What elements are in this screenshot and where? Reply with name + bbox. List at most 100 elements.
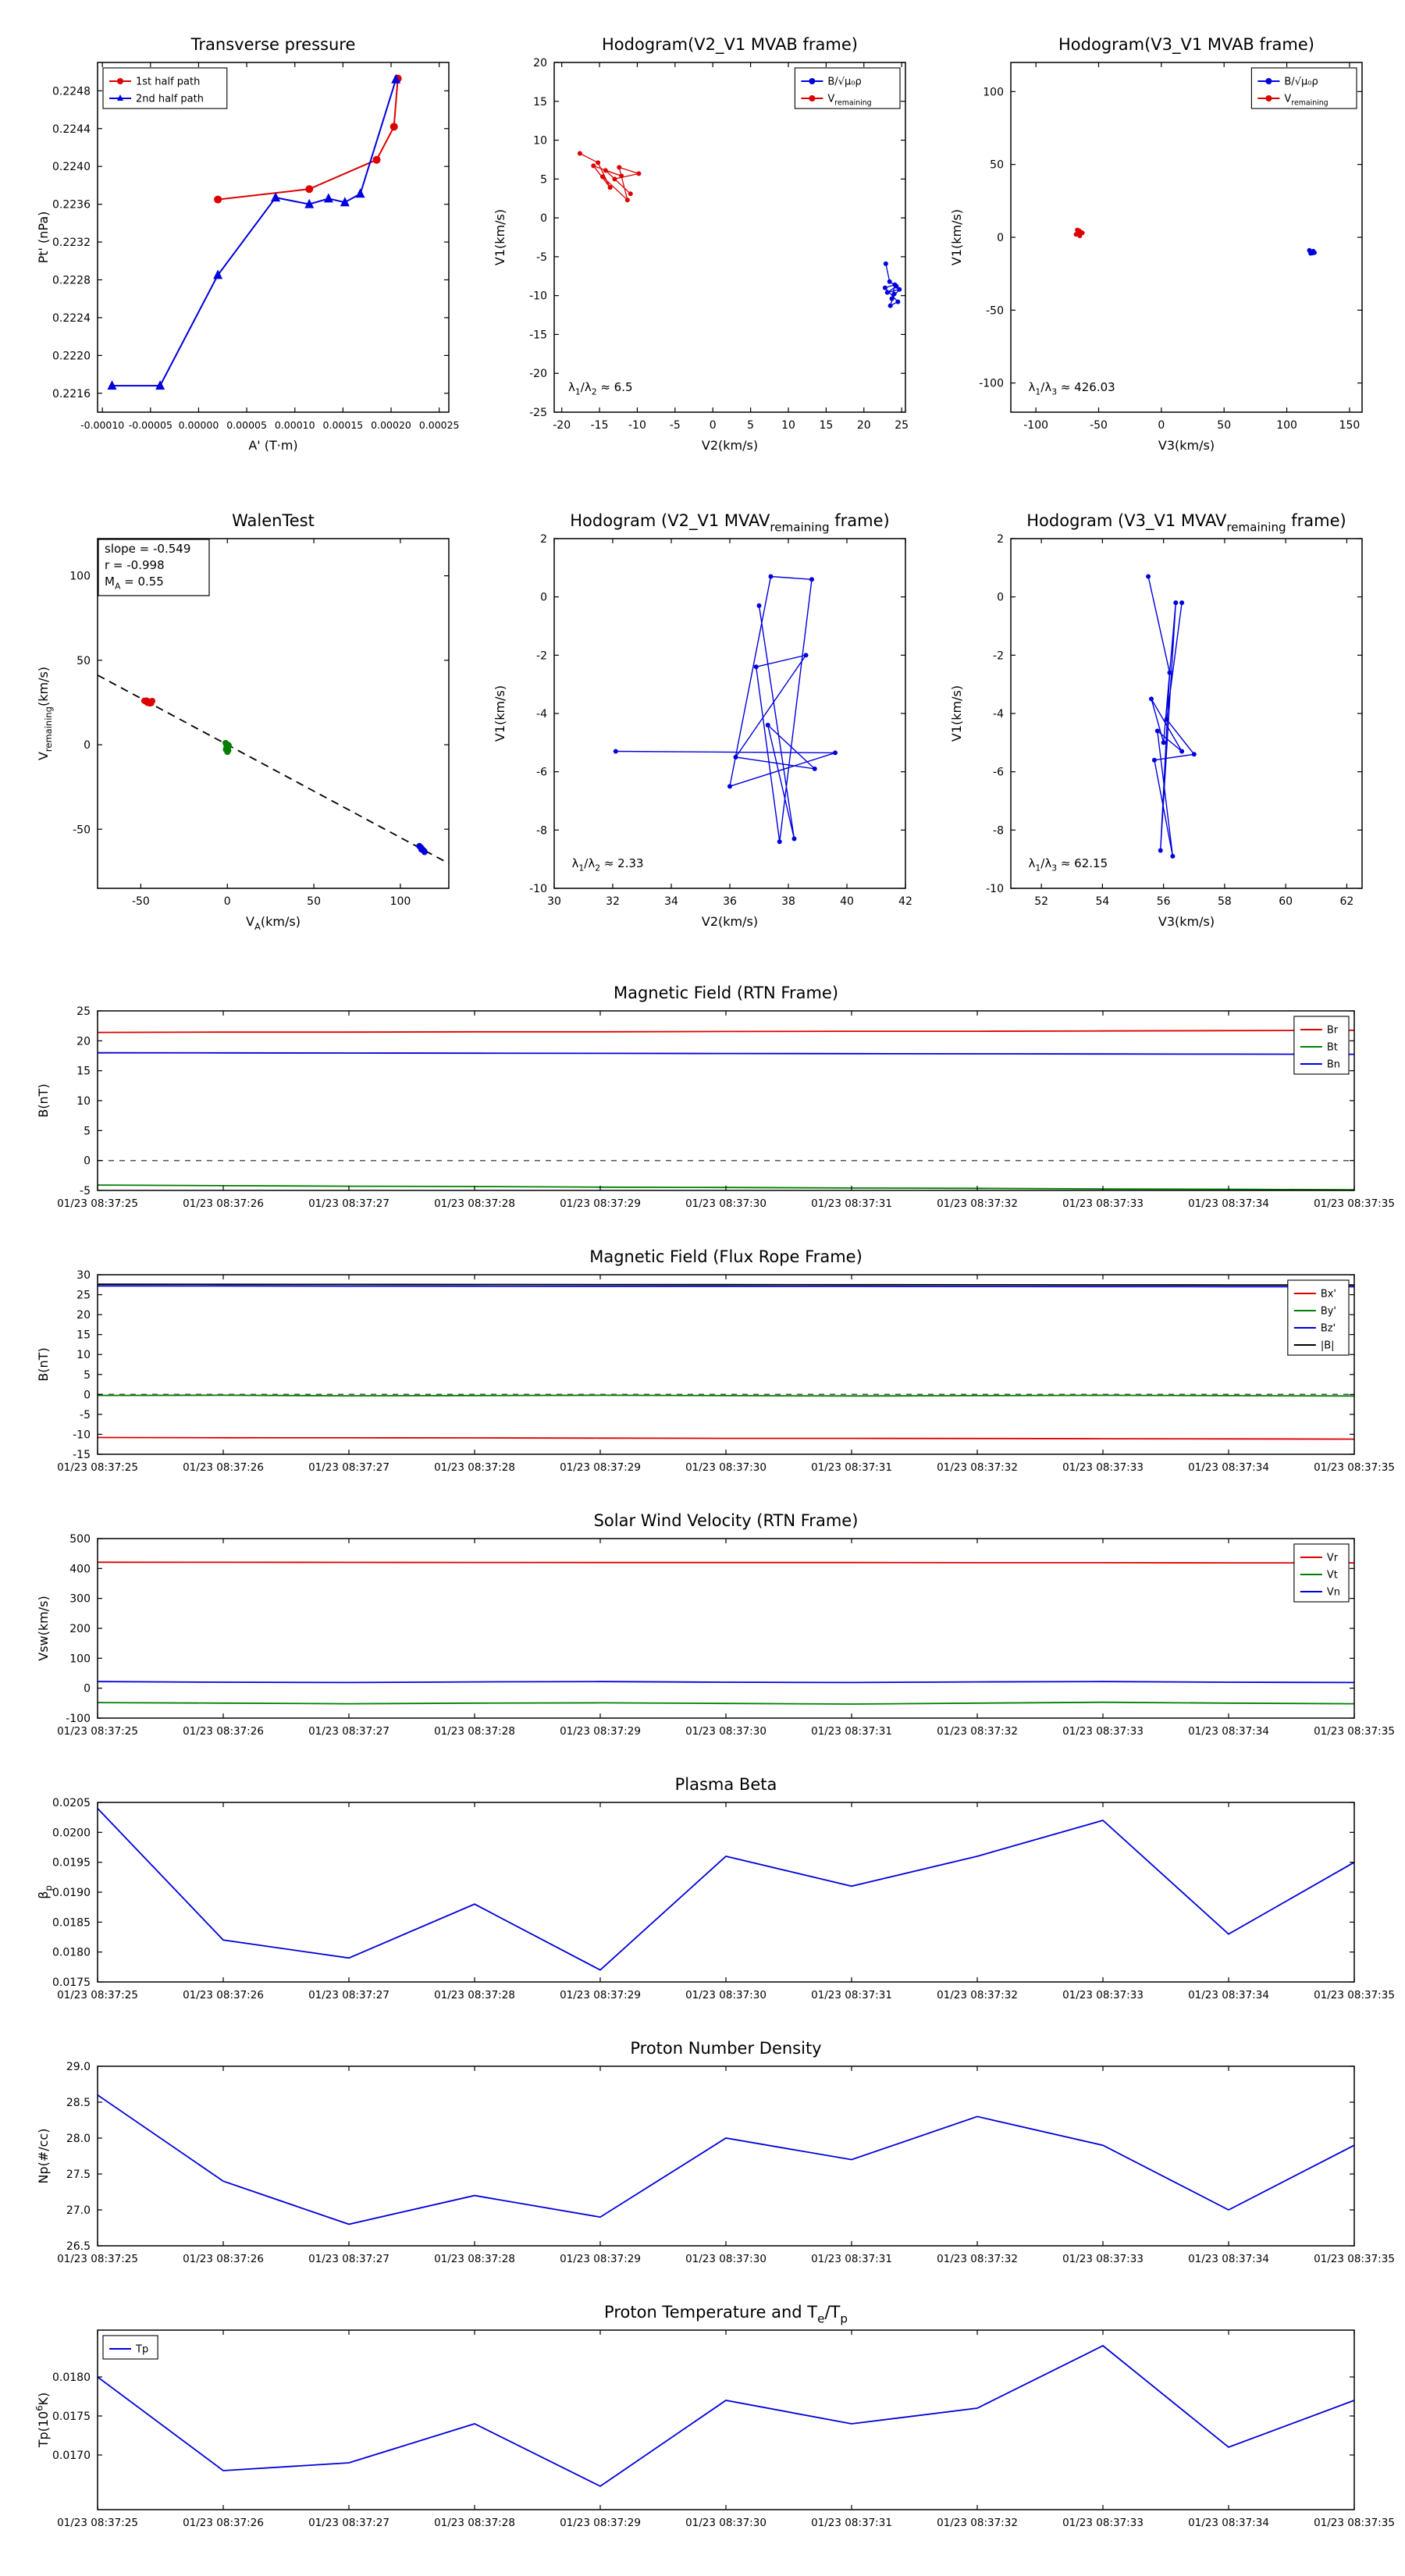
plasma-beta-svg: 01/23 08:37:25 01/23 08:37:26 01/23 08:37:… bbox=[36, 1775, 1395, 2001]
svg-text:28.0: 28.0 bbox=[66, 2133, 91, 2145]
svg-text:-5: -5 bbox=[670, 419, 681, 432]
hodogram-v2v1-mvav-series-group bbox=[613, 574, 838, 845]
svg-text:01/23 08:37:27: 01/23 08:37:27 bbox=[308, 2517, 389, 2529]
hodogram-v2v1-mvab-series-group bbox=[577, 151, 902, 308]
svg-text:-50: -50 bbox=[73, 824, 91, 836]
svg-text:01/23 08:37:35: 01/23 08:37:35 bbox=[1314, 1725, 1395, 1738]
proton-number-density-series-group bbox=[98, 2094, 1354, 2226]
svg-text:01/23 08:37:35: 01/23 08:37:35 bbox=[1314, 1461, 1395, 1474]
svg-text:Vremaining(km/s): Vremaining(km/s) bbox=[36, 667, 54, 760]
plot-hodogram-v2v1-mvab: -20 -15 -10 -5 0 5 10 15 20 25 -25 -20 -15 -10 -5 0 5 10 1… bbox=[476, 9, 929, 478]
hodogram-v3v1-mvab-legend: B/√μ₀ρ Vremaining bbox=[1250, 67, 1357, 109]
svg-text:01/23 08:37:27: 01/23 08:37:27 bbox=[308, 1461, 389, 1474]
svg-text:VA(km/s): VA(km/s) bbox=[246, 914, 301, 932]
axes-frame bbox=[553, 538, 906, 889]
svg-text:2: 2 bbox=[997, 533, 1004, 546]
svg-text:Transverse pressure: Transverse pressure bbox=[190, 35, 356, 54]
svg-text:2: 2 bbox=[540, 533, 547, 546]
svg-text:50: 50 bbox=[990, 159, 1004, 172]
axes-frame bbox=[97, 2329, 1355, 2510]
svg-text:-6: -6 bbox=[536, 767, 547, 779]
svg-text:25: 25 bbox=[76, 1290, 91, 1302]
svg-text:25: 25 bbox=[76, 1005, 91, 1018]
svg-text:|B|: |B| bbox=[1321, 1340, 1335, 1352]
svg-text:01/23 08:37:25: 01/23 08:37:25 bbox=[57, 1197, 138, 1210]
svg-text:01/23 08:37:28: 01/23 08:37:28 bbox=[434, 2517, 515, 2529]
svg-text:01/23 08:37:32: 01/23 08:37:32 bbox=[937, 1725, 1018, 1738]
axes-frame bbox=[97, 1010, 1355, 1191]
svg-text:0.0195: 0.0195 bbox=[52, 1857, 91, 1870]
svg-text:01/23 08:37:26: 01/23 08:37:26 bbox=[183, 1989, 264, 2001]
svg-text:01/23 08:37:30: 01/23 08:37:30 bbox=[685, 1197, 767, 1210]
svg-text:01/23 08:37:29: 01/23 08:37:29 bbox=[560, 1725, 641, 1738]
svg-text:01/23 08:37:32: 01/23 08:37:32 bbox=[937, 1989, 1018, 2001]
svg-text:20: 20 bbox=[857, 419, 871, 432]
svg-text:λ1/λ2 ≈ 2.33: λ1/λ2 ≈ 2.33 bbox=[572, 856, 644, 873]
svg-text:Hodogram (V3_V1 MVAVremaining: Hodogram (V3_V1 MVAVremaining frame) bbox=[1026, 511, 1346, 534]
svg-text:01/23 08:37:35: 01/23 08:37:35 bbox=[1314, 2253, 1395, 2265]
svg-text:βp: βp bbox=[36, 1885, 54, 1899]
svg-text:0.0190: 0.0190 bbox=[52, 1887, 91, 1899]
magnetic-flux-rope-series-group bbox=[98, 1283, 1354, 1440]
stats-box bbox=[98, 539, 210, 596]
svg-text:27.0: 27.0 bbox=[66, 2204, 91, 2217]
svg-text:λ1/λ3 ≈ 62.15: λ1/λ3 ≈ 62.15 bbox=[1029, 856, 1108, 873]
svg-text:01/23 08:37:29: 01/23 08:37:29 bbox=[560, 1197, 641, 1210]
svg-text:-5: -5 bbox=[80, 1409, 91, 1421]
svg-text:01/23 08:37:25: 01/23 08:37:25 bbox=[57, 1725, 138, 1738]
svg-text:01/23 08:37:32: 01/23 08:37:32 bbox=[937, 1461, 1018, 1474]
svg-text:01/23 08:37:34: 01/23 08:37:34 bbox=[1188, 2253, 1269, 2265]
svg-text:01/23 08:37:25: 01/23 08:37:25 bbox=[57, 2517, 138, 2529]
svg-text:0.00025: 0.00025 bbox=[419, 419, 460, 431]
axes-frame bbox=[1010, 538, 1363, 889]
svg-text:Magnetic Field (Flux Rope Fram: Magnetic Field (Flux Rope Frame) bbox=[589, 1247, 863, 1266]
svg-text:01/23 08:37:34: 01/23 08:37:34 bbox=[1188, 1461, 1269, 1474]
plasma-beta-series-group bbox=[98, 1808, 1354, 1971]
svg-text:-100: -100 bbox=[1023, 419, 1048, 432]
svg-text:Proton Number Density: Proton Number Density bbox=[630, 2039, 821, 2058]
svg-text:54: 54 bbox=[1095, 895, 1109, 908]
svg-text:100: 100 bbox=[390, 895, 411, 908]
plot-hodogram-v3v1-mvab: -100 -50 0 50 100 150 -100 -50 0 50 100 Hodogram(V3… bbox=[933, 9, 1385, 478]
svg-text:58: 58 bbox=[1218, 895, 1232, 908]
svg-text:Plasma Beta: Plasma Beta bbox=[675, 1775, 777, 1794]
svg-text:λ1/λ3 ≈ 426.03: λ1/λ3 ≈ 426.03 bbox=[1029, 380, 1115, 397]
svg-text:38: 38 bbox=[781, 895, 795, 908]
svg-text:01/23 08:37:27: 01/23 08:37:27 bbox=[308, 1989, 389, 2001]
svg-text:01/23 08:37:33: 01/23 08:37:33 bbox=[1062, 2517, 1144, 2529]
svg-text:15: 15 bbox=[533, 96, 547, 109]
svg-text:50: 50 bbox=[1217, 419, 1231, 432]
svg-text:V2(km/s): V2(km/s) bbox=[702, 438, 758, 453]
axes-frame bbox=[97, 1274, 1355, 1455]
svg-text:01/23 08:37:27: 01/23 08:37:27 bbox=[308, 1197, 389, 1210]
svg-text:Vsw(km/s): Vsw(km/s) bbox=[36, 1596, 51, 1660]
svg-text:Vn: Vn bbox=[1327, 1587, 1340, 1599]
plot-magnetic-rtn: 01/23 08:37:25 01/23 08:37:26 01/23 08:37:… bbox=[16, 976, 1401, 1233]
svg-text:300: 300 bbox=[69, 1593, 91, 1606]
svg-text:V1(km/s): V1(km/s) bbox=[493, 209, 507, 265]
svg-text:-50: -50 bbox=[132, 895, 150, 908]
hodogram-v3v1-mvav-series-group bbox=[1146, 574, 1197, 859]
svg-text:0.0200: 0.0200 bbox=[52, 1827, 91, 1839]
svg-text:30: 30 bbox=[547, 895, 561, 908]
svg-text:29.0: 29.0 bbox=[66, 2061, 91, 2073]
svg-text:Hodogram(V2_V1 MVAB frame): Hodogram(V2_V1 MVAB frame) bbox=[602, 35, 858, 55]
svg-text:100: 100 bbox=[983, 86, 1004, 98]
svg-text:62: 62 bbox=[1340, 895, 1354, 908]
walen-test-series-group bbox=[98, 674, 449, 864]
svg-text:5: 5 bbox=[84, 1125, 91, 1137]
svg-text:-0.00005: -0.00005 bbox=[129, 419, 173, 431]
svg-text:01/23 08:37:27: 01/23 08:37:27 bbox=[308, 2253, 389, 2265]
svg-text:01/23 08:37:34: 01/23 08:37:34 bbox=[1188, 1989, 1269, 2001]
svg-text:56: 56 bbox=[1157, 895, 1171, 908]
svg-text:1st half path: 1st half path bbox=[136, 76, 200, 88]
hodogram-v3v1-mvab-series-group bbox=[1073, 227, 1317, 256]
svg-text:Pt' (nPa): Pt' (nPa) bbox=[36, 212, 51, 264]
solar-wind-velocity-legend: Vr Vt Vn bbox=[1293, 1543, 1350, 1603]
svg-text:-8: -8 bbox=[536, 824, 547, 837]
walen-test-svg: -50 0 50 100 -50 0 50 100 WalenTest VA(km/s) Vrema… bbox=[36, 511, 450, 932]
svg-text:01/23 08:37:30: 01/23 08:37:30 bbox=[685, 2253, 767, 2265]
axes-frame bbox=[1010, 62, 1363, 413]
svg-text:60: 60 bbox=[1279, 895, 1293, 908]
magnetic-rtn-series-group bbox=[98, 1030, 1354, 1190]
